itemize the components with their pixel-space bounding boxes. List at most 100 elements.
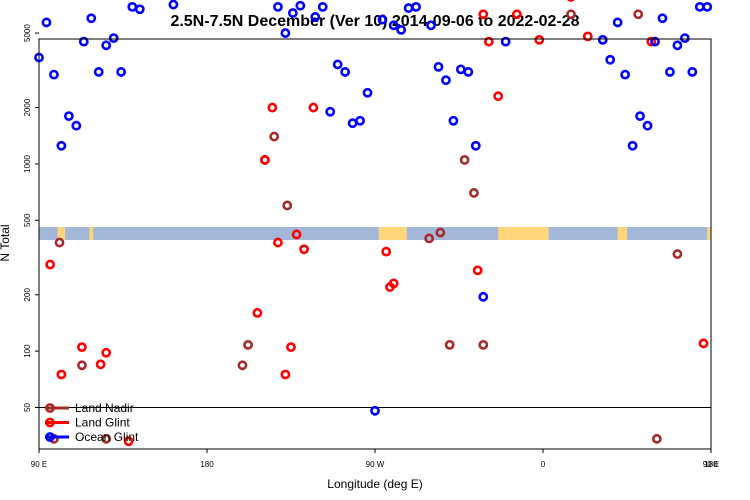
x-tick-label: 90 W <box>366 460 385 469</box>
x-tick-label: 90 E <box>31 460 47 469</box>
point-ocean-glint <box>41 17 52 28</box>
point-ocean-glint <box>63 111 74 122</box>
x-tick-label: 180 <box>704 460 718 469</box>
point-land-glint <box>493 91 504 102</box>
point-land-nadir <box>633 9 644 20</box>
y-tick-label: 5000 <box>23 24 32 42</box>
y-tick-label: 50 <box>23 402 32 411</box>
point-land-glint <box>273 237 283 248</box>
point-ocean-glint <box>295 0 306 11</box>
point-land-nadir <box>54 237 65 248</box>
point-land-glint <box>472 265 483 276</box>
land-segment <box>378 227 407 240</box>
chart-title: 2.5N-7.5N December (Ver 10) 2014-09-06 t… <box>170 13 579 30</box>
land-ocean-map <box>39 227 711 240</box>
plot-frame <box>38 38 712 450</box>
point-ocean-glint <box>597 34 608 45</box>
point-ocean-glint <box>388 20 399 31</box>
y-tick-label: 200 <box>23 288 32 302</box>
point-land-nadir <box>101 433 112 444</box>
point-land-glint <box>45 259 56 270</box>
point-land-nadir <box>469 188 479 198</box>
y-axis-ticks: 501002005001000200050001000020000 <box>23 24 39 412</box>
point-land-glint <box>291 229 302 240</box>
point-ocean-glint <box>627 140 638 151</box>
point-land-nadir <box>459 155 470 165</box>
point-ocean-glint <box>396 24 407 35</box>
point-land-glint <box>77 342 87 353</box>
point-land-glint <box>511 9 522 20</box>
point-ocean-glint <box>116 67 127 77</box>
point-land-nadir <box>566 9 576 20</box>
land-segment <box>707 227 711 240</box>
land-segment <box>498 227 549 240</box>
point-ocean-glint <box>605 54 616 65</box>
data-points <box>34 0 713 447</box>
point-ocean-glint <box>426 20 436 31</box>
point-ocean-glint <box>168 0 179 10</box>
point-ocean-glint <box>665 67 675 77</box>
point-land-nadir <box>424 233 435 244</box>
point-ocean-glint <box>478 291 489 302</box>
point-land-glint <box>483 36 494 47</box>
point-ocean-glint <box>355 115 365 126</box>
y-tick-label: 500 <box>23 213 32 227</box>
legend-label: Land Glint <box>75 416 130 430</box>
point-land-glint <box>259 155 270 165</box>
point-land-glint <box>101 347 112 358</box>
point-ocean-glint <box>657 13 668 24</box>
point-land-glint <box>567 0 575 2</box>
point-ocean-glint <box>101 40 112 51</box>
point-land-glint <box>123 436 134 447</box>
point-land-nadir <box>444 339 455 350</box>
point-ocean-glint <box>93 67 104 77</box>
y-tick-label: 1000 <box>23 154 32 172</box>
y-axis-label: N Total <box>0 224 12 261</box>
point-land-nadir <box>478 339 489 350</box>
x-axis-label: Longitude (deg E) <box>327 477 422 491</box>
point-land-glint <box>534 34 545 45</box>
point-land-glint <box>95 359 106 370</box>
point-ocean-glint <box>332 59 343 70</box>
point-ocean-glint <box>310 12 321 22</box>
point-ocean-glint <box>620 69 631 80</box>
point-ocean-glint <box>362 87 373 98</box>
point-land-nadir <box>237 360 248 371</box>
point-ocean-glint <box>370 405 380 416</box>
point-ocean-glint <box>612 17 623 28</box>
legend-marker <box>45 432 55 442</box>
point-ocean-glint <box>317 1 328 12</box>
point-land-glint <box>381 246 392 257</box>
point-land-nadir <box>77 360 87 371</box>
point-land-glint <box>267 102 278 113</box>
point-land-glint <box>56 369 67 380</box>
point-land-glint <box>280 369 291 380</box>
point-ocean-glint <box>340 67 351 77</box>
point-ocean-glint <box>672 40 683 51</box>
point-land-glint <box>252 308 263 318</box>
point-land-nadir <box>435 227 446 238</box>
point-ocean-glint <box>287 8 298 18</box>
point-ocean-glint <box>500 36 511 47</box>
point-ocean-glint <box>642 120 653 131</box>
point-ocean-glint <box>702 1 713 12</box>
point-ocean-glint <box>650 36 660 47</box>
land-segment <box>57 227 66 240</box>
point-ocean-glint <box>108 33 119 44</box>
point-land-nadir <box>282 200 293 211</box>
x-tick-label: 90 E <box>703 460 719 469</box>
point-land-glint <box>308 102 319 113</box>
point-ocean-glint <box>463 67 474 77</box>
point-land-glint <box>478 9 489 20</box>
point-land-glint <box>698 338 709 349</box>
land-segment <box>617 227 627 240</box>
point-ocean-glint <box>433 61 444 72</box>
point-ocean-glint <box>78 36 89 47</box>
point-ocean-glint <box>134 4 145 15</box>
point-ocean-glint <box>86 13 97 24</box>
legend-label: Ocean Glint <box>75 430 139 444</box>
point-ocean-glint <box>687 67 698 77</box>
point-ocean-glint <box>273 1 283 12</box>
